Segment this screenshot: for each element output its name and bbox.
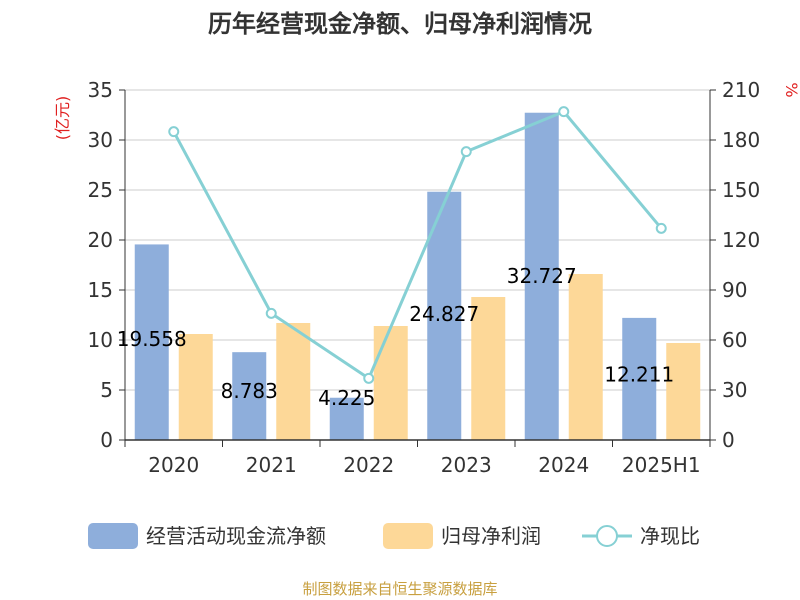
net-profit-bar (471, 297, 506, 440)
cashflow-data-label: 19.558 (117, 327, 187, 351)
x-tick-label: 2024 (538, 453, 589, 477)
cashflow-data-label: 4.225 (318, 386, 375, 410)
x-tick-label: 2021 (246, 453, 297, 477)
cashflow-bar (329, 397, 364, 440)
ratio-point (460, 146, 472, 158)
legend-swatch-net-profit (383, 523, 433, 549)
ratio-point (363, 372, 375, 384)
y-left-tick-label: 0 (100, 428, 113, 452)
net-profit-bar (178, 334, 213, 440)
y-right-tick-label: 30 (722, 378, 747, 402)
legend-swatch-ratio-marker (596, 525, 618, 547)
net-profit-bar (666, 343, 701, 440)
source-note: 制图数据来自恒生聚源数据库 (302, 580, 497, 598)
y-left-tick-label: 5 (100, 378, 113, 402)
y-right-tick-label: 180 (722, 128, 760, 152)
gridlines (125, 89, 710, 391)
net-profit-bar (568, 274, 603, 440)
y-right-tick-label: 90 (722, 278, 747, 302)
y-right-unit: % (782, 82, 800, 97)
y-left-unit: (亿元) (53, 96, 72, 141)
y-left-tick-label: 15 (88, 278, 113, 302)
legend-label-net-profit: 归母净利润 (441, 524, 541, 548)
net-profit-bar (276, 323, 311, 440)
legend-label-ratio: 净现比 (640, 524, 700, 548)
ratio-point (655, 222, 667, 234)
y-right-tick-label: 120 (722, 228, 760, 252)
x-tick-label: 2020 (148, 453, 199, 477)
ratio-point (558, 106, 570, 118)
y-left-tick-label: 10 (88, 328, 113, 352)
cashflow-bar (524, 112, 559, 440)
legend: 经营活动现金流净额 归母净利润 净现比 (88, 523, 700, 549)
y-left-tick-label: 35 (88, 78, 113, 102)
cashflow-bar (622, 317, 657, 440)
y-right-tick-label: 60 (722, 328, 747, 352)
cashflow-bar (232, 352, 267, 440)
axes: 0 0 5 30 10 60 15 90 20 120 25 150 30 180 35 210 2020 202… (88, 78, 761, 477)
y-left-tick-label: 20 (88, 228, 113, 252)
legend-swatch-cashflow (88, 523, 138, 549)
x-tick-label: 2025H1 (622, 453, 701, 477)
y-left-tick-label: 25 (88, 178, 113, 202)
cashflow-data-label: 32.727 (507, 264, 577, 288)
data-labels: 19.558 8.783 4.225 24.827 32.727 12.211 (117, 264, 674, 410)
chart-title: 历年经营现金净额、归母净利润情况 (208, 10, 592, 38)
y-right-tick-label: 150 (722, 178, 760, 202)
cashflow-bar (134, 244, 169, 440)
x-tick-label: 2023 (441, 453, 492, 477)
ratio-line-path (172, 109, 663, 381)
bars (134, 112, 701, 440)
x-tick-label: 2022 (343, 453, 394, 477)
net-profit-bar (373, 326, 408, 440)
y-right-tick-label: 210 (722, 78, 760, 102)
ratio-line (168, 106, 667, 384)
cashflow-data-label: 24.827 (409, 302, 479, 326)
ratio-point (168, 126, 180, 138)
cashflow-data-label: 12.211 (604, 362, 674, 386)
y-left-tick-label: 30 (88, 128, 113, 152)
y-right-tick-label: 0 (722, 428, 735, 452)
cashflow-data-label: 8.783 (221, 379, 278, 403)
ratio-point (265, 307, 277, 319)
legend-label-cashflow: 经营活动现金流净额 (146, 524, 326, 548)
cashflow-bar (427, 191, 462, 440)
